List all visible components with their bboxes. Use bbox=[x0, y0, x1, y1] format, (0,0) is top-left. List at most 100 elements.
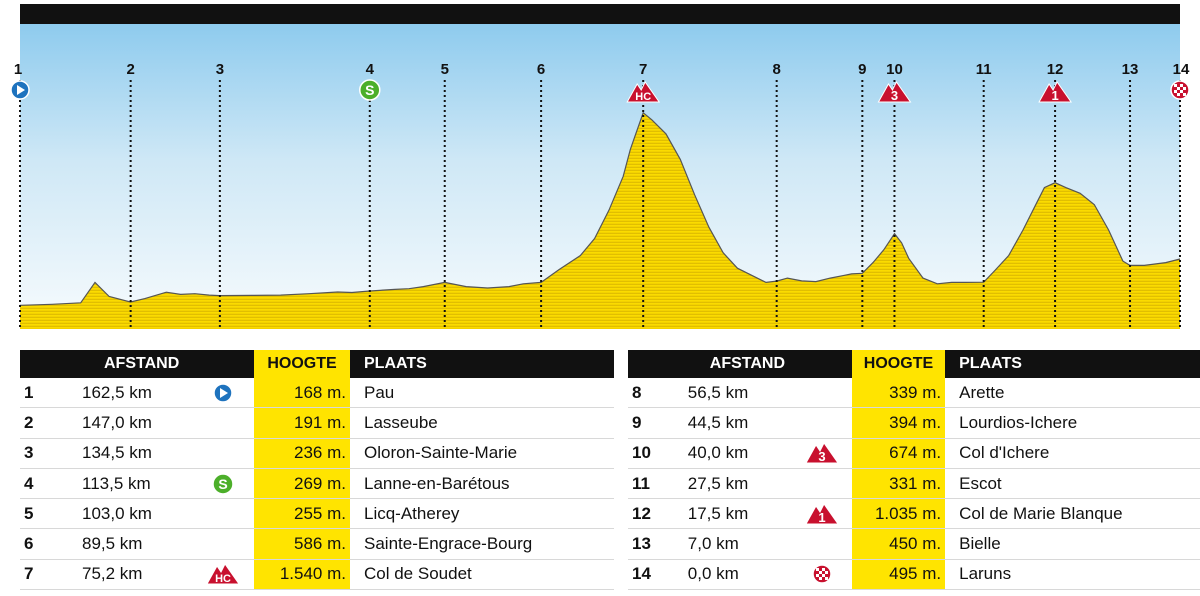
waypoint-label: 8 bbox=[773, 61, 781, 78]
table-row: 8 56,5 km 339 m. Arette bbox=[628, 378, 1200, 409]
row-distance: 44,5 km bbox=[669, 407, 793, 439]
row-icon: HC bbox=[192, 559, 254, 591]
row-distance-text: 17,5 km bbox=[687, 503, 749, 523]
elevation-area bbox=[20, 112, 1180, 329]
row-distance-text: 113,5 km bbox=[82, 473, 151, 493]
row-number: 2 bbox=[20, 407, 64, 439]
waypoint-label: 2 bbox=[126, 61, 134, 78]
row-altitude-text: 1.035 m. bbox=[874, 503, 942, 523]
row-number: 5 bbox=[20, 498, 64, 530]
row-icon bbox=[192, 378, 254, 409]
row-number: 3 bbox=[20, 438, 64, 469]
row-place-text: Arette bbox=[959, 382, 1005, 402]
row-altitude: 331 m. bbox=[851, 468, 946, 500]
row-number-text: 2 bbox=[24, 412, 34, 432]
row-place-text: Sainte-Engrace-Bourg bbox=[364, 534, 533, 554]
row-number: 9 bbox=[628, 407, 670, 439]
waypoint-label: 14 bbox=[1173, 61, 1190, 78]
row-number-text: 12 bbox=[632, 503, 651, 523]
svg-text:S: S bbox=[365, 82, 374, 98]
row-number-text: 10 bbox=[632, 443, 651, 463]
table-row: 14 0,0 km 495 m. Laruns bbox=[628, 559, 1200, 591]
row-place: Lourdios-Ichere bbox=[945, 407, 1200, 439]
row-place-text: Col de Soudet bbox=[364, 564, 472, 584]
climb-cat1-icon: 1 bbox=[1038, 81, 1073, 103]
table-row: 12 17,5 km 1 1.035 m. Col de Marie Blanque bbox=[628, 498, 1200, 530]
row-distance: 7,0 km bbox=[669, 528, 793, 560]
row-number: 4 bbox=[20, 468, 64, 500]
row-altitude: 191 m. bbox=[254, 407, 350, 439]
climb-cat3-icon: 3 bbox=[877, 81, 912, 103]
row-altitude: 1.035 m. bbox=[851, 498, 946, 530]
waypoint-label: 7 bbox=[639, 61, 647, 78]
row-distance: 0,0 km bbox=[669, 559, 793, 591]
row-distance: 147,0 km bbox=[64, 407, 192, 439]
row-distance: 113,5 km bbox=[64, 468, 192, 500]
row-icon bbox=[192, 498, 254, 530]
row-number-text: 8 bbox=[632, 382, 642, 402]
row-number: 7 bbox=[20, 559, 64, 591]
row-altitude-text: 269 m. bbox=[294, 473, 346, 493]
row-number: 11 bbox=[628, 468, 670, 500]
row-place-text: Pau bbox=[364, 382, 395, 402]
row-icon bbox=[792, 407, 852, 439]
climb-cat3-icon: 3 bbox=[805, 442, 840, 464]
row-icon bbox=[192, 407, 254, 439]
row-altitude-text: 674 m. bbox=[889, 443, 942, 463]
sprint-icon: S bbox=[359, 79, 381, 101]
table-header-plaats: PLAATS bbox=[350, 350, 614, 378]
table-row: 1 162,5 km 168 m. Pau bbox=[20, 378, 614, 409]
row-distance: 17,5 km bbox=[669, 498, 793, 530]
row-altitude: 674 m. bbox=[851, 438, 946, 469]
waypoint-label: 5 bbox=[441, 61, 449, 78]
row-number: 6 bbox=[20, 528, 64, 560]
row-place-text: Licq-Atherey bbox=[364, 503, 460, 523]
waypoint-label: 10 bbox=[886, 61, 903, 78]
svg-text:HC: HC bbox=[635, 91, 651, 103]
table-header-num bbox=[628, 350, 670, 378]
row-place: Sainte-Engrace-Bourg bbox=[350, 528, 614, 560]
row-number: 10 bbox=[628, 438, 670, 469]
route-table-right: AFSTAND HOOGTE PLAATS 8 56,5 km 339 m. Aret… bbox=[628, 350, 1200, 591]
route-table-left: AFSTAND HOOGTE PLAATS 1 162,5 km 168 m. Pau… bbox=[20, 350, 614, 591]
row-place-text: Col d'Ichere bbox=[959, 443, 1050, 463]
start-icon bbox=[213, 382, 233, 403]
sprint-icon: S bbox=[212, 472, 234, 495]
table-row: 3 134,5 km 236 m. Oloron-Sainte-Marie bbox=[20, 438, 614, 469]
climb-hc-icon: HC bbox=[206, 563, 240, 585]
row-distance: 75,2 km bbox=[64, 559, 192, 591]
row-distance-text: 27,5 km bbox=[687, 473, 749, 493]
row-altitude-text: 495 m. bbox=[889, 564, 942, 584]
row-altitude: 168 m. bbox=[254, 378, 350, 409]
table-row: 2 147,0 km 191 m. Lasseube bbox=[20, 407, 614, 439]
row-place: Licq-Atherey bbox=[350, 498, 614, 530]
svg-text:1: 1 bbox=[1051, 88, 1058, 103]
table-row: 10 40,0 km 3 674 m. Col d'Ichere bbox=[628, 438, 1200, 469]
row-number-text: 7 bbox=[24, 564, 34, 584]
row-number-text: 11 bbox=[632, 473, 650, 493]
row-number-text: 4 bbox=[24, 473, 34, 493]
table-header-plaats: PLAATS bbox=[945, 350, 1200, 378]
row-altitude-text: 255 m. bbox=[294, 503, 346, 523]
table-row: 11 27,5 km 331 m. Escot bbox=[628, 468, 1200, 500]
row-altitude-text: 586 m. bbox=[294, 534, 346, 554]
row-number: 1 bbox=[20, 378, 64, 409]
row-altitude: 586 m. bbox=[254, 528, 350, 560]
row-place-text: Lourdios-Ichere bbox=[959, 412, 1078, 432]
row-icon bbox=[792, 468, 852, 500]
row-place: Laruns bbox=[945, 559, 1200, 591]
row-altitude: 236 m. bbox=[254, 438, 350, 469]
row-number: 13 bbox=[628, 528, 670, 560]
finish-icon bbox=[812, 564, 832, 585]
row-altitude: 495 m. bbox=[851, 559, 946, 591]
row-place: Lasseube bbox=[350, 407, 614, 439]
table-header-hoogte: HOOGTE bbox=[851, 350, 946, 378]
table-header-afstand: AFSTAND bbox=[64, 350, 254, 378]
svg-text:3: 3 bbox=[891, 88, 898, 103]
elevation-line bbox=[19, 111, 1181, 306]
row-altitude: 255 m. bbox=[254, 498, 350, 530]
row-place: Escot bbox=[945, 468, 1200, 500]
table-row: 4 113,5 km S 269 m. Lanne-en-Barétous bbox=[20, 468, 614, 500]
waypoint-label: 6 bbox=[537, 61, 545, 78]
table-header-num bbox=[20, 350, 64, 378]
